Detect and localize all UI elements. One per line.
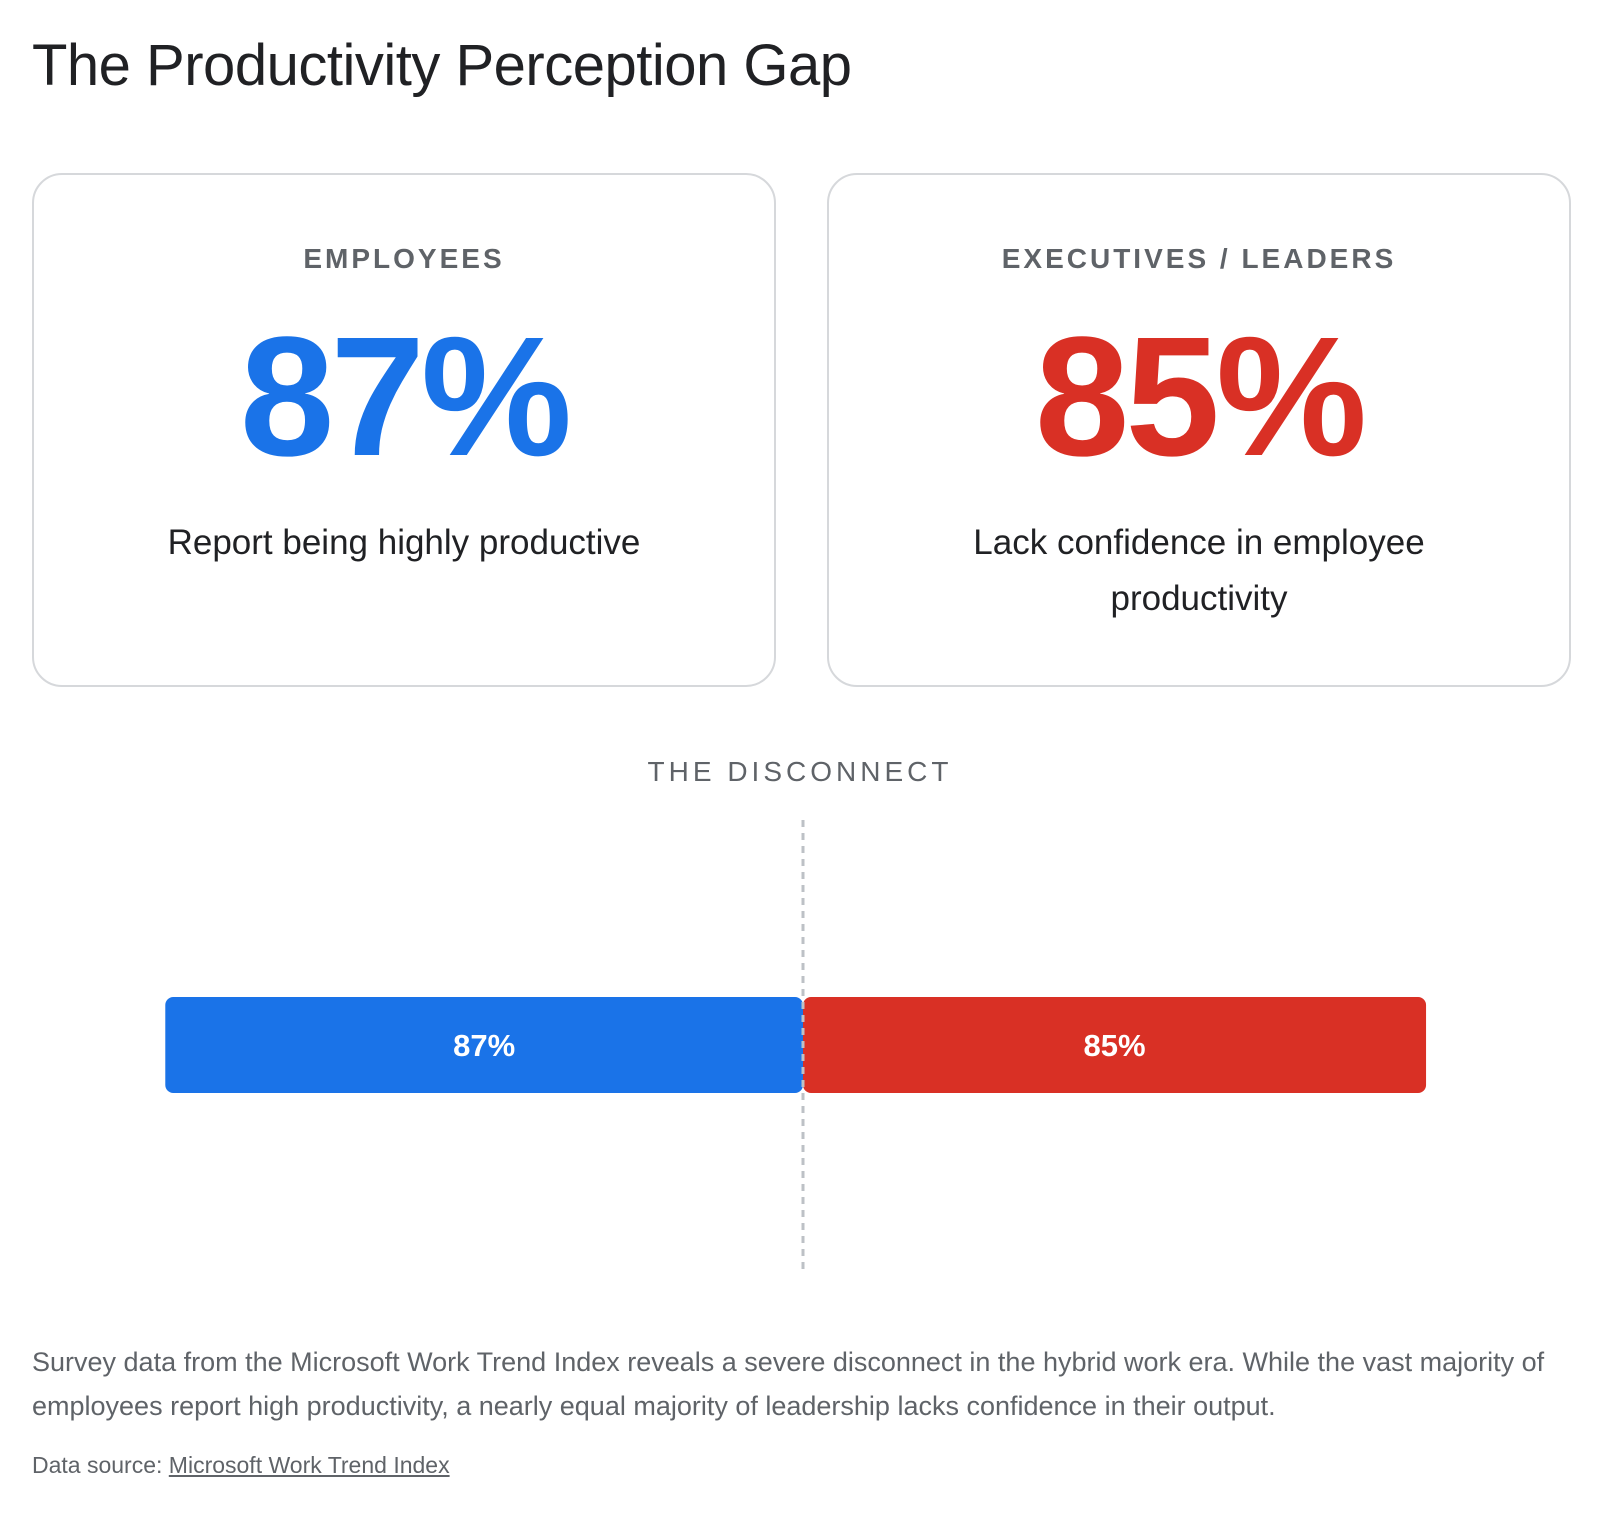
card-description: Report being highly productive bbox=[167, 523, 641, 562]
executives-bar bbox=[803, 997, 1427, 1093]
card-value: 85% bbox=[1034, 302, 1367, 492]
employees-card: EMPLOYEES 87% Report being highly produc… bbox=[32, 173, 776, 687]
executives-card: EXECUTIVES / LEADERS 85% Lack confidence… bbox=[827, 173, 1571, 687]
executives-bar-label: 85% bbox=[1084, 1028, 1146, 1063]
source-link[interactable]: Microsoft Work Trend Index bbox=[168, 1452, 450, 1478]
card-value: 87% bbox=[239, 302, 572, 492]
card-label: EXECUTIVES / LEADERS bbox=[1001, 243, 1397, 274]
caption: Survey data from the Microsoft Work Tren… bbox=[32, 1347, 1545, 1421]
card-label: EMPLOYEES bbox=[303, 243, 505, 274]
card-description: Lack confidence in employee productivity bbox=[973, 523, 1425, 618]
data-source: Data source: Microsoft Work Trend Index bbox=[32, 1452, 450, 1479]
source-prefix: Data source: bbox=[32, 1452, 169, 1478]
section-label: THE DISCONNECT bbox=[647, 756, 953, 787]
employees-bar bbox=[165, 997, 804, 1093]
disconnect-chart: 87% 85% bbox=[165, 820, 1427, 1275]
page-title: The Productivity Perception Gap bbox=[32, 33, 852, 98]
employees-bar-label: 87% bbox=[453, 1028, 515, 1063]
